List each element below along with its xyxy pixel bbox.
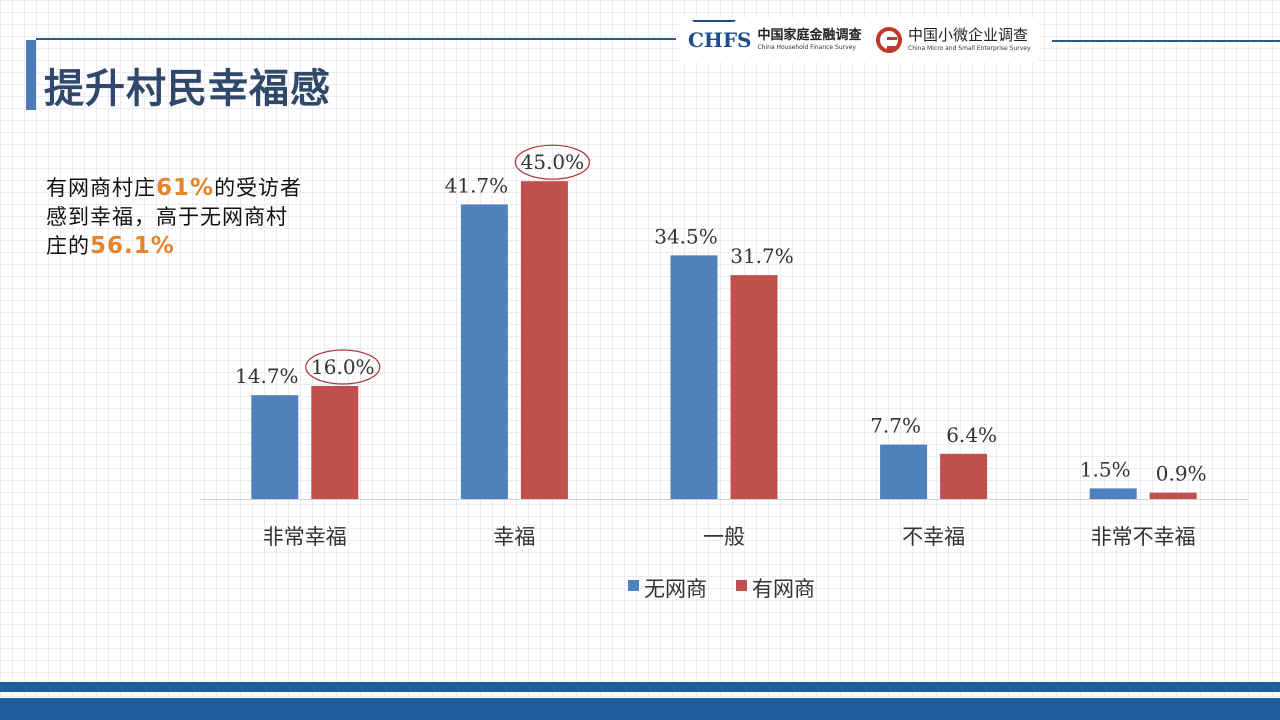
bar-with-netshop-2 [730, 275, 778, 499]
data-label: 31.7% [730, 244, 794, 268]
category-label: 非常不幸福 [1091, 525, 1196, 549]
bar-no-netshop-2 [670, 255, 718, 499]
bar-no-netshop-0 [251, 395, 299, 499]
callout-highlight-2: 56.1% [90, 233, 175, 259]
legend-label: 无网商 [644, 577, 707, 601]
cmes-logo-en: China Micro and Small Enterprise Survey [908, 45, 1031, 52]
data-label: 14.7% [235, 364, 299, 388]
bar-no-netshop-1 [460, 204, 508, 499]
data-label: 16.0% [311, 355, 375, 379]
header-rule-left [36, 38, 676, 40]
legend-swatch [628, 580, 639, 591]
category-label: 一般 [703, 525, 745, 549]
category-label: 非常幸福 [263, 525, 347, 549]
legend-swatch [736, 580, 747, 591]
bar-with-netshop-0 [311, 386, 359, 499]
cmes-logo: 中国小微企业调查 China Micro and Small Enterpris… [868, 18, 1039, 62]
legend-label: 有网商 [752, 577, 815, 601]
circle-highlight [514, 144, 591, 180]
category-label: 幸福 [493, 525, 535, 549]
callout-part2: 的受访者感到幸福，高于无网商村庄的 [46, 176, 303, 258]
circle-highlight [305, 349, 381, 385]
data-label: 34.5% [654, 224, 718, 248]
footer-stripe-bottom [0, 698, 1280, 720]
callout-highlight-1: 61% [156, 175, 215, 201]
footer-stripe-top [0, 682, 1280, 692]
data-label: 41.7% [445, 173, 509, 197]
bar-with-netshop-1 [520, 181, 568, 499]
callout-part1: 有网商村庄 [46, 176, 156, 200]
data-label: 7.7% [870, 414, 921, 438]
bar-with-netshop-3 [940, 453, 988, 499]
header-rule-right [1052, 40, 1280, 42]
chfs-logo-zh: 中国家庭金融调查 [757, 28, 862, 43]
bar-with-netshop-4 [1149, 492, 1197, 499]
title-accent-bar [26, 40, 36, 110]
bar-no-netshop-4 [1089, 488, 1137, 499]
cmes-logo-mark [876, 27, 902, 53]
data-label: 45.0% [521, 150, 585, 174]
data-label: 1.5% [1080, 457, 1131, 481]
cmes-logo-zh: 中国小微企业调查 [908, 26, 1029, 44]
bar-no-netshop-3 [880, 444, 928, 499]
data-label: 6.4% [946, 423, 997, 447]
data-label: 0.9% [1156, 462, 1207, 486]
chfs-logo: CHFS 中国家庭金融调查 China Household Finance Su… [680, 18, 870, 62]
chfs-logo-en: China Household Finance Survey [757, 44, 856, 51]
category-label: 不幸福 [902, 525, 965, 549]
callout-text: 有网商村庄61%的受访者感到幸福，高于无网商村庄的56.1% [46, 174, 304, 261]
chfs-logo-mark: CHFS [688, 20, 752, 52]
page-title: 提升村民幸福感 [44, 66, 331, 112]
